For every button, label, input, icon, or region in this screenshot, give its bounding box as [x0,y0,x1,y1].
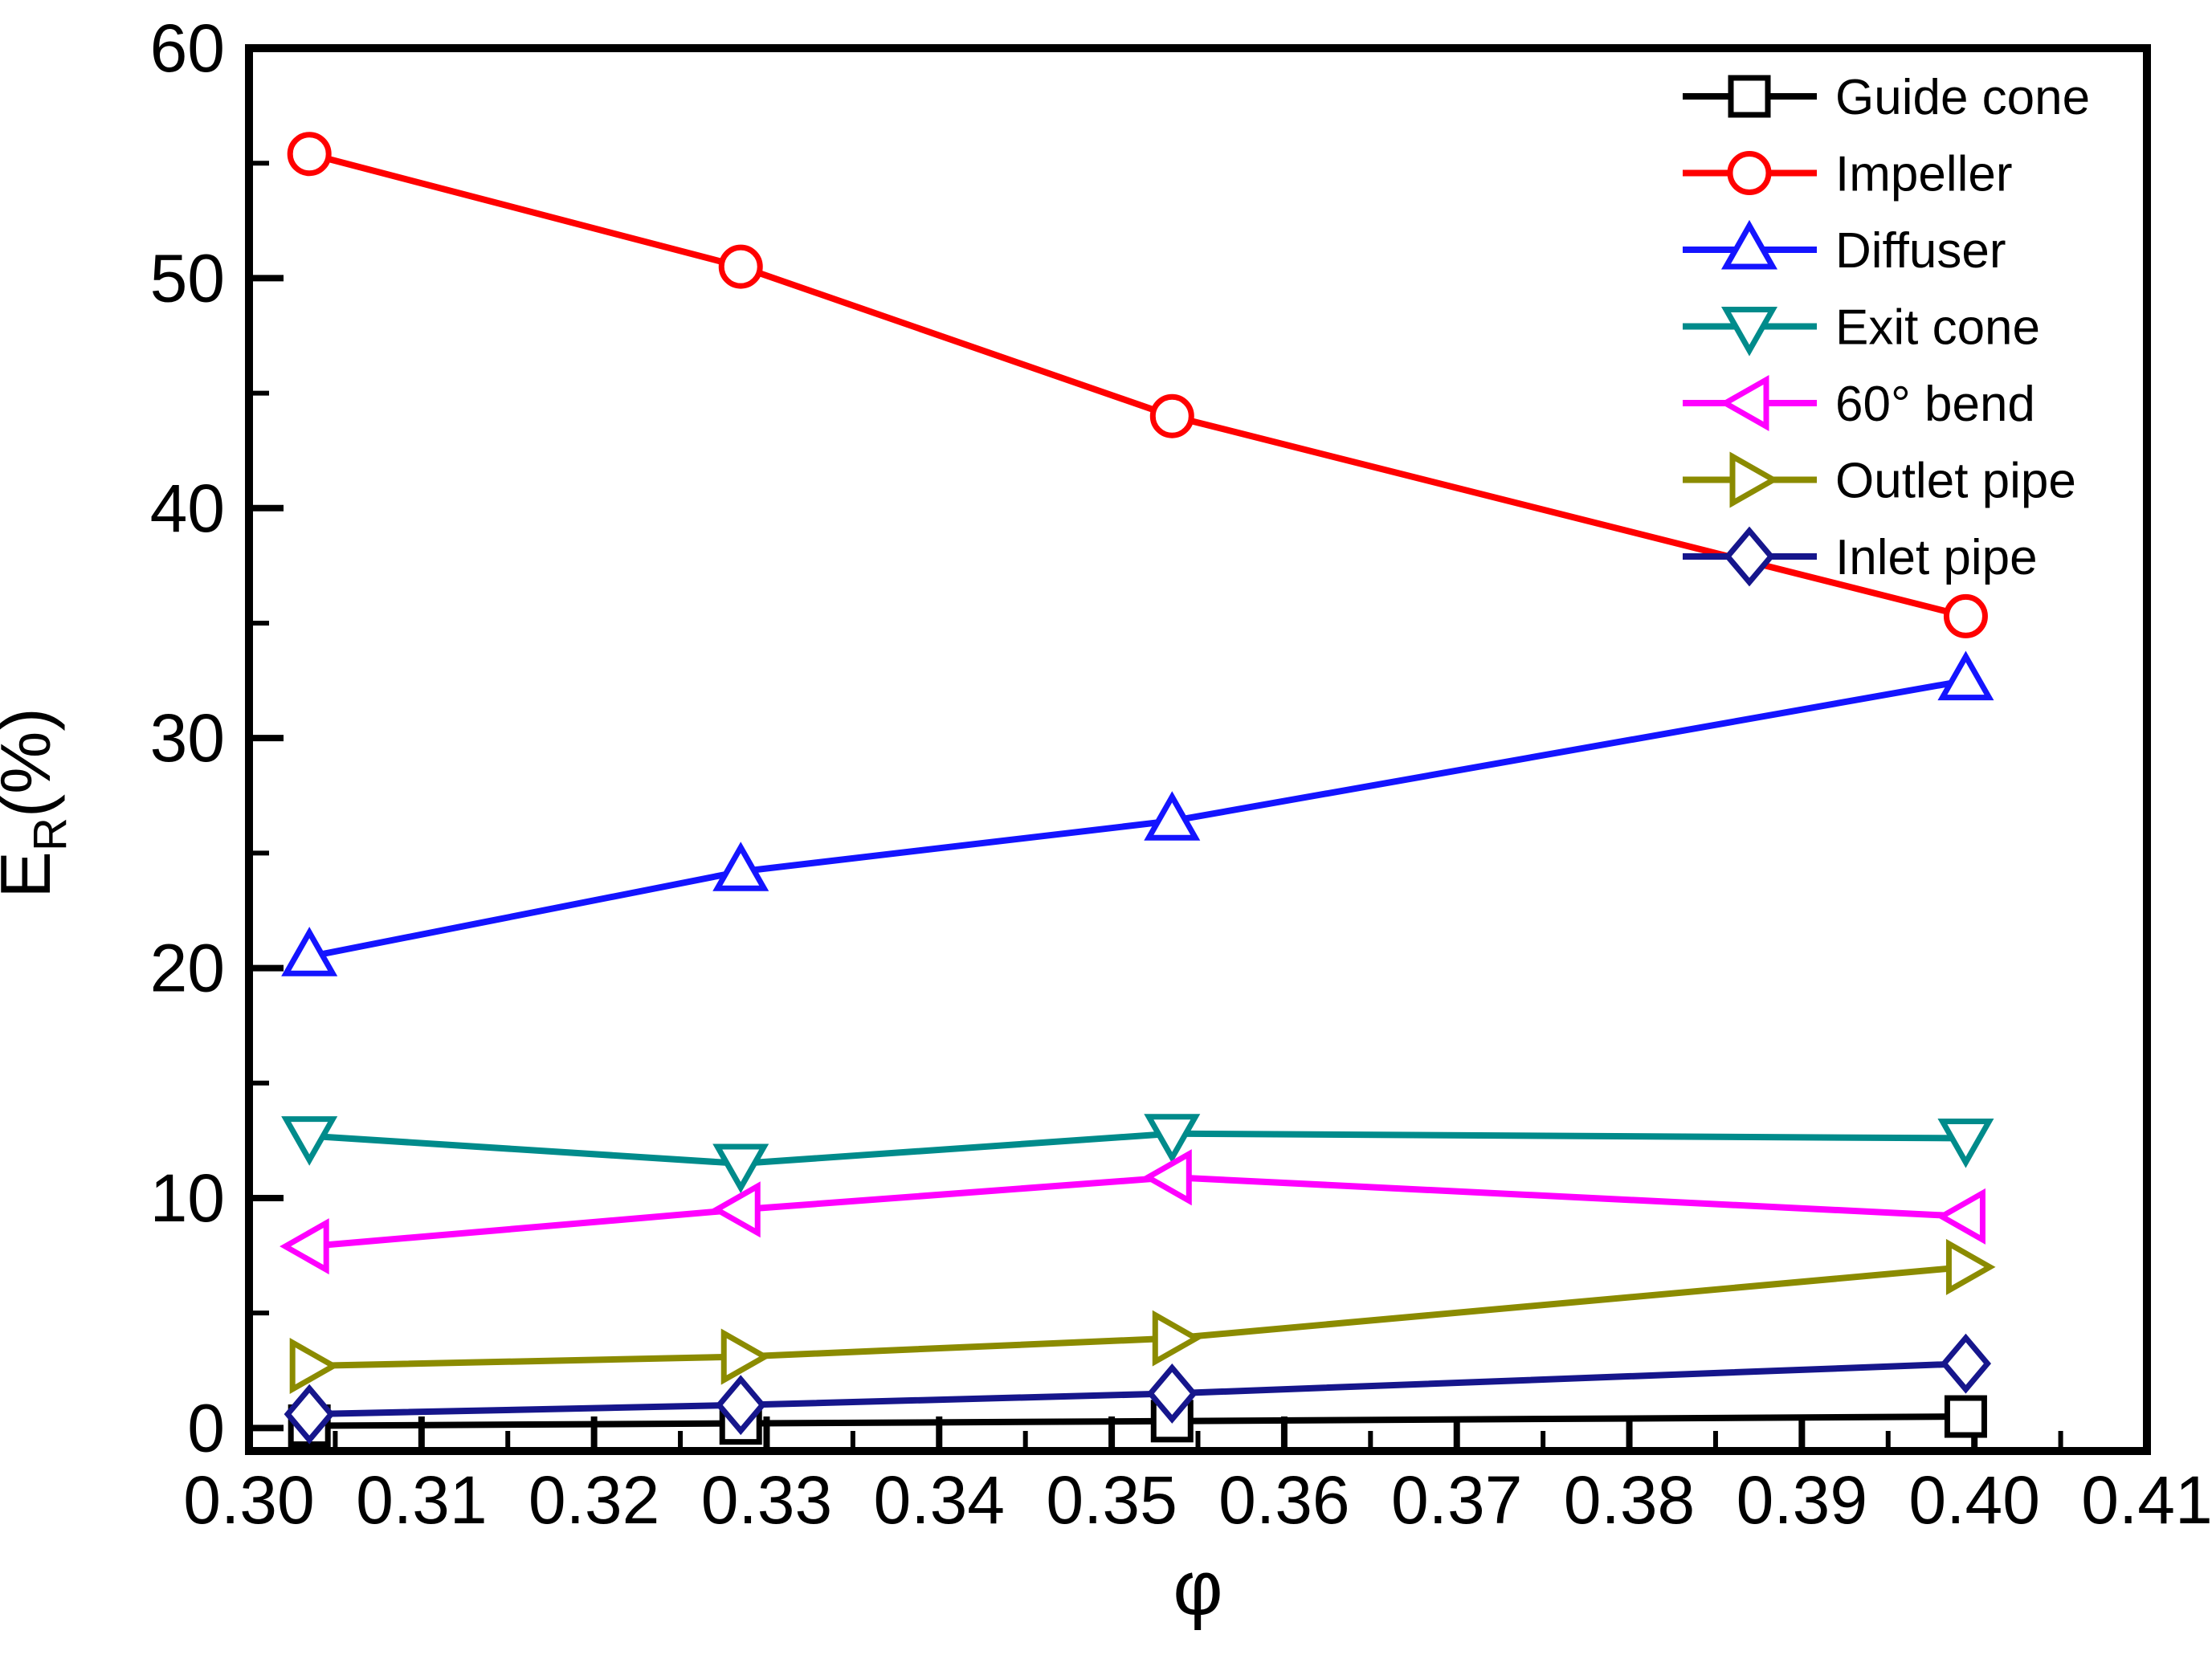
x-tick-label: 0.30 [183,1462,315,1538]
y-tick-label: 40 [150,471,225,546]
series-marker-inlet-pipe [1940,1333,1992,1394]
legend-item-guide-cone: Guide cone [1683,70,2090,125]
series-marker-exit-cone [712,1143,769,1194]
x-tick-label: 0.40 [1908,1462,2040,1538]
x-tick-label: 0.33 [701,1462,833,1538]
y-tick-label: 0 [187,1390,225,1465]
series-line-exit-cone [308,1130,1966,1168]
legend-label: Guide cone [1835,70,2090,125]
series-marker-impeller [1943,593,1988,638]
x-tick-label: 0.38 [1564,1462,1696,1538]
legend-marker-inlet-pipe [1724,526,1775,587]
series-marker-guide-cone [1944,1395,1987,1438]
series-marker-inlet-pipe [1146,1363,1198,1424]
series-line-outlet-pipe [309,1263,1966,1370]
series-marker-outlet-pipe [720,1328,771,1385]
series-marker-diffuser [1937,650,1994,701]
legend-label: Inlet pipe [1835,530,2038,585]
y-axis-title: ER(%) [0,707,76,898]
legend-marker-guide-cone [1728,75,1771,118]
legend-item-60-bend: 60° bend [1683,374,2035,432]
series-line-inlet-pipe [309,1360,1966,1418]
series-line-impeller [308,150,1967,620]
series-marker-impeller [1149,393,1194,438]
y-tick-label: 50 [150,240,225,316]
x-axis-title: φ [1173,1545,1222,1631]
legend-marker-60-bend [1719,374,1769,432]
legend-item-inlet-pipe: Inlet pipe [1683,526,2038,587]
legend-label: Impeller [1835,147,2013,202]
series-marker-exit-cone [281,1116,338,1166]
axis-titles: φ ER(%) [0,707,1223,1631]
series-marker-exit-cone [1144,1114,1201,1164]
legend-marker-diffuser [1720,219,1778,270]
legend-item-exit-cone: Exit cone [1683,300,2040,357]
series-marker-60-bend [711,1181,761,1238]
series-marker-outlet-pipe [289,1338,340,1395]
series-line-60-bend [308,1174,1966,1250]
legend-item-diffuser: Diffuser [1683,219,2006,279]
legend-marker-exit-cone [1720,307,1778,357]
series-marker-60-bend [280,1218,329,1275]
x-tick-label: 0.31 [356,1462,488,1538]
x-tick-label: 0.36 [1218,1462,1350,1538]
legend: Guide cone Impeller Diffuser Exit cone 60° b… [1683,70,2090,587]
series-marker-diffuser [281,927,338,976]
series-marker-outlet-pipe [1945,1238,1996,1295]
series-marker-60-bend [1142,1149,1192,1206]
x-tick-label: 0.41 [2081,1462,2212,1538]
y-tick-label: 30 [150,700,225,776]
plot-area [245,44,2151,1455]
series-marker-inlet-pipe [715,1375,766,1436]
x-tick-label: 0.32 [529,1462,660,1538]
series-marker-impeller [287,132,332,177]
y-axis: 0 10 20 30 40 50 60 [150,10,284,1465]
legend-label: 60° bend [1835,377,2035,432]
y-tick-label: 20 [150,931,225,1006]
x-tick-label: 0.34 [874,1462,1006,1538]
series-marker-diffuser [1144,791,1201,841]
series-marker-inlet-pipe [284,1384,335,1445]
legend-label: Outlet pipe [1835,454,2076,509]
legend-label: Diffuser [1835,223,2006,279]
x-axis: 0.30 0.31 0.32 0.33 0.34 0.35 0.36 0.37 0.38 0.39… [183,1416,2212,1538]
x-tick-label: 0.39 [1737,1462,1868,1538]
x-tick-label: 0.37 [1391,1462,1523,1538]
series-marker-outlet-pipe [1152,1310,1202,1367]
series-layer [280,132,1996,1447]
y-tick-label: 60 [150,10,225,86]
legend-marker-outlet-pipe [1729,451,1780,508]
series-marker-diffuser [712,842,769,891]
y-tick-label: 10 [150,1160,225,1236]
series-line-guide-cone [309,1413,1966,1429]
series-marker-60-bend [1936,1188,1985,1245]
series-marker-impeller [718,244,763,289]
series-line-diffuser [308,677,1967,960]
series-marker-exit-cone [1937,1119,1994,1168]
x-tick-label: 0.35 [1046,1462,1177,1538]
legend-item-outlet-pipe: Outlet pipe [1683,451,2076,509]
legend-label: Exit cone [1835,300,2040,356]
legend-marker-impeller [1727,151,1772,195]
plot-border [245,44,2151,1455]
legend-item-impeller: Impeller [1683,147,2013,202]
